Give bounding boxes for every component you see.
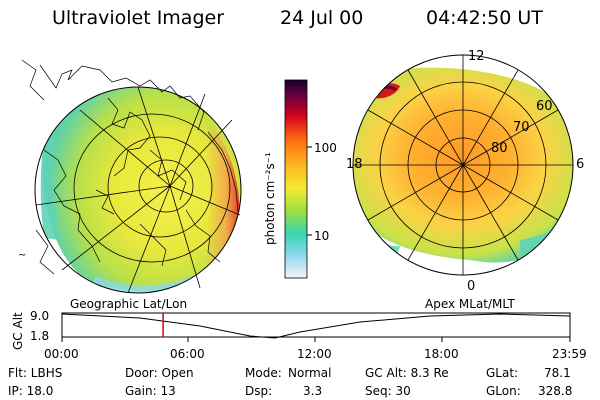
x-label-2359: 23:59 [552, 347, 587, 361]
mlt-12-label: 12 [468, 49, 485, 64]
ip-info: IP: 18.0 [8, 384, 54, 398]
dsp-label: Dsp: [245, 384, 273, 398]
x-label-1200: 12:00 [297, 347, 332, 361]
colorbar [284, 79, 312, 279]
dsp-value: 3.3 [303, 384, 323, 398]
door-info: Door: Open [125, 366, 194, 380]
colorbar-tick-100: 100 [314, 141, 337, 155]
magnetic-map: 12 18 6 0 60 70 80 [346, 49, 584, 294]
mode-value: Normal [288, 366, 332, 380]
mlt-0-label: 0 [467, 279, 475, 294]
time-label: 04:42:50 UT [426, 7, 543, 29]
geographic-map: ~ [18, 59, 242, 294]
filter-info: Flt: LBHS [8, 366, 63, 380]
x-label-0000: 00:00 [44, 347, 79, 361]
glon-value: 328.8 [538, 384, 573, 398]
side-mark: ~ [18, 250, 26, 261]
glat-label: GLat: [486, 366, 519, 380]
gc-alt-axis-label: GC Alt [11, 312, 25, 350]
gain-info: Gain: 13 [125, 384, 176, 398]
lat-60-label: 60 [536, 99, 553, 114]
seq-info: Seq: 30 [365, 384, 411, 398]
x-label-1800: 18:00 [424, 347, 459, 361]
lat-70-label: 70 [513, 120, 530, 135]
colorbar-unit-label: photon cm⁻²s⁻¹ [263, 152, 277, 245]
instrument-title: Ultraviolet Imager [52, 7, 225, 29]
altitude-timeline [61, 312, 571, 342]
date-label: 24 Jul 00 [280, 7, 364, 29]
mlt-6-label: 6 [576, 157, 584, 172]
glon-label: GLon: [486, 384, 521, 398]
geographic-caption: Geographic Lat/Lon [70, 297, 188, 311]
lat-80-label: 80 [491, 141, 508, 156]
x-label-0600: 06:00 [170, 347, 205, 361]
mlt-18-label: 18 [346, 157, 363, 172]
glat-value: 78.1 [544, 366, 571, 380]
y-label-min: 1.8 [30, 329, 50, 343]
apex-caption: Apex MLat/MLT [425, 297, 515, 311]
colorbar-tick-10: 10 [314, 229, 330, 243]
mode-label: Mode: [245, 366, 282, 380]
gc-alt-info: GC Alt: 8.3 Re [365, 366, 449, 380]
y-label-max: 9.0 [30, 309, 50, 323]
